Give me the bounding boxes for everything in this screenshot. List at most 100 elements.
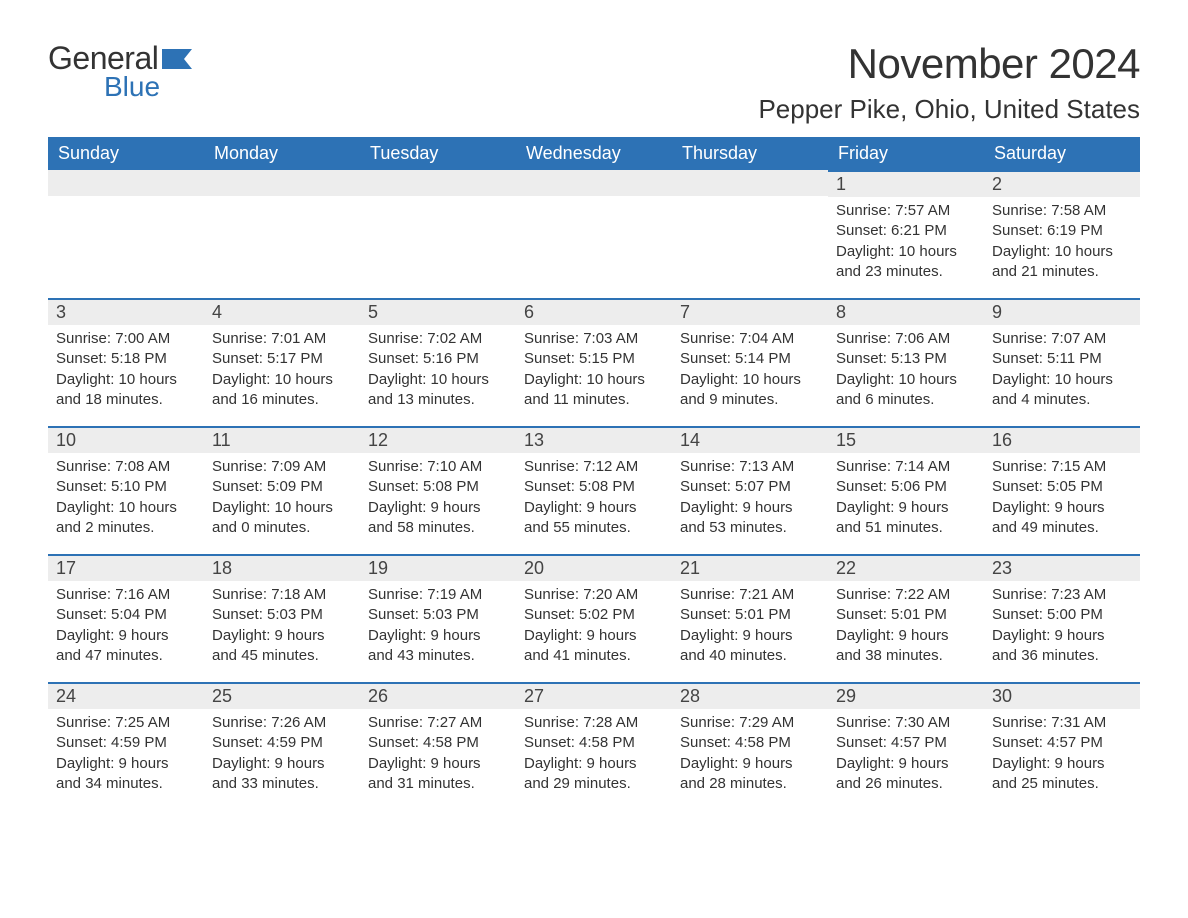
sunset-text: Sunset: 5:05 PM [992,477,1132,497]
weekday-header: Sunday [48,137,204,170]
sunrise-text: Sunrise: 7:58 AM [992,201,1132,221]
sunrise-text: Sunrise: 7:19 AM [368,585,508,605]
day-details: Sunrise: 7:01 AMSunset: 5:17 PMDaylight:… [204,325,360,418]
calendar-day-cell: 5Sunrise: 7:02 AMSunset: 5:16 PMDaylight… [360,298,516,426]
daylight-text: and 33 minutes. [212,774,352,794]
sunset-text: Sunset: 5:01 PM [680,605,820,625]
sunset-text: Sunset: 4:58 PM [680,733,820,753]
sunset-text: Sunset: 5:16 PM [368,349,508,369]
sunset-text: Sunset: 5:04 PM [56,605,196,625]
calendar-day-cell: 20Sunrise: 7:20 AMSunset: 5:02 PMDayligh… [516,554,672,682]
day-details: Sunrise: 7:30 AMSunset: 4:57 PMDaylight:… [828,709,984,802]
daylight-text: Daylight: 9 hours [524,754,664,774]
daylight-text: and 51 minutes. [836,518,976,538]
day-details: Sunrise: 7:19 AMSunset: 5:03 PMDaylight:… [360,581,516,674]
sunset-text: Sunset: 5:02 PM [524,605,664,625]
sunrise-text: Sunrise: 7:25 AM [56,713,196,733]
sunset-text: Sunset: 5:03 PM [212,605,352,625]
day-number: 28 [672,682,828,709]
empty-day-bar [672,170,828,196]
sunrise-text: Sunrise: 7:26 AM [212,713,352,733]
day-details: Sunrise: 7:29 AMSunset: 4:58 PMDaylight:… [672,709,828,802]
daylight-text: Daylight: 9 hours [368,754,508,774]
day-number: 27 [516,682,672,709]
day-number: 29 [828,682,984,709]
day-details: Sunrise: 7:23 AMSunset: 5:00 PMDaylight:… [984,581,1140,674]
sunset-text: Sunset: 5:06 PM [836,477,976,497]
daylight-text: and 9 minutes. [680,390,820,410]
calendar-day-cell: 13 Sunrise: 7:12 AMSunset: 5:08 PMDayligh… [516,426,672,554]
calendar-day-cell: 7Sunrise: 7:04 AMSunset: 5:14 PMDaylight… [672,298,828,426]
calendar-day-cell: 9Sunrise: 7:07 AMSunset: 5:11 PMDaylight… [984,298,1140,426]
sunset-text: Sunset: 5:15 PM [524,349,664,369]
daylight-text: and 16 minutes. [212,390,352,410]
sunrise-text: Sunrise: 7:28 AM [524,713,664,733]
sunrise-text: Sunrise: 7:16 AM [56,585,196,605]
sunrise-text: Sunrise: 7:23 AM [992,585,1132,605]
day-number: 5 [360,298,516,325]
calendar-day-cell: 27Sunrise: 7:28 AMSunset: 4:58 PMDayligh… [516,682,672,810]
calendar-day-cell: 6Sunrise: 7:03 AMSunset: 5:15 PMDaylight… [516,298,672,426]
day-number: 1 [828,170,984,197]
daylight-text: and 38 minutes. [836,646,976,666]
daylight-text: Daylight: 10 hours [836,242,976,262]
brand-logo: General Blue [48,40,192,103]
day-number: 25 [204,682,360,709]
day-details: Sunrise: 7:02 AMSunset: 5:16 PMDaylight:… [360,325,516,418]
day-number: 26 [360,682,516,709]
day-details: Sunrise: 7:16 AMSunset: 5:04 PMDaylight:… [48,581,204,674]
daylight-text: and 2 minutes. [56,518,196,538]
day-details: Sunrise: 7:09 AMSunset: 5:09 PMDaylight:… [204,453,360,546]
day-number: 9 [984,298,1140,325]
day-details: Sunrise: 7:10 AMSunset: 5:08 PMDaylight:… [360,453,516,546]
day-details: Sunrise: 7:00 AMSunset: 5:18 PMDaylight:… [48,325,204,418]
weekday-header-row: Sunday Monday Tuesday Wednesday Thursday… [48,137,1140,170]
sunrise-text: Sunrise: 7:29 AM [680,713,820,733]
daylight-text: Daylight: 9 hours [992,626,1132,646]
calendar-day-cell [360,170,516,298]
calendar-day-cell: 22Sunrise: 7:22 AMSunset: 5:01 PMDayligh… [828,554,984,682]
empty-day-bar [360,170,516,196]
sunrise-text: Sunrise: 7:03 AM [524,329,664,349]
sunset-text: Sunset: 4:57 PM [836,733,976,753]
sunset-text: Sunset: 6:19 PM [992,221,1132,241]
sunrise-text: Sunrise: 7:57 AM [836,201,976,221]
daylight-text: and 28 minutes. [680,774,820,794]
day-number: 13 [516,426,672,453]
sunset-text: Sunset: 5:09 PM [212,477,352,497]
day-details: Sunrise: 7:21 AMSunset: 5:01 PMDaylight:… [672,581,828,674]
day-details: Sunrise: 7:20 AMSunset: 5:02 PMDaylight:… [516,581,672,674]
daylight-text: Daylight: 10 hours [992,242,1132,262]
weekday-header: Tuesday [360,137,516,170]
daylight-text: Daylight: 9 hours [992,498,1132,518]
sunset-text: Sunset: 5:10 PM [56,477,196,497]
empty-day-bar [516,170,672,196]
day-details: Sunrise: 7:27 AMSunset: 4:58 PMDaylight:… [360,709,516,802]
sunset-text: Sunset: 5:08 PM [524,477,664,497]
sunrise-text: Sunrise: 7:13 AM [680,457,820,477]
sunset-text: Sunset: 5:11 PM [992,349,1132,369]
day-number: 22 [828,554,984,581]
location-text: Pepper Pike, Ohio, United States [758,94,1140,125]
day-details: Sunrise: 7:07 AMSunset: 5:11 PMDaylight:… [984,325,1140,418]
day-number: 12 [360,426,516,453]
sunrise-text: Sunrise: 7:10 AM [368,457,508,477]
daylight-text: and 36 minutes. [992,646,1132,666]
daylight-text: and 0 minutes. [212,518,352,538]
daylight-text: Daylight: 9 hours [56,626,196,646]
day-number: 6 [516,298,672,325]
calendar-day-cell [672,170,828,298]
sunrise-text: Sunrise: 7:15 AM [992,457,1132,477]
day-details: Sunrise: 7:03 AMSunset: 5:15 PMDaylight:… [516,325,672,418]
day-number: 3 [48,298,204,325]
daylight-text: Daylight: 9 hours [212,626,352,646]
calendar-day-cell: 26Sunrise: 7:27 AMSunset: 4:58 PMDayligh… [360,682,516,810]
sunset-text: Sunset: 4:57 PM [992,733,1132,753]
daylight-text: Daylight: 10 hours [992,370,1132,390]
sunrise-text: Sunrise: 7:18 AM [212,585,352,605]
sunrise-text: Sunrise: 7:12 AM [524,457,664,477]
daylight-text: Daylight: 9 hours [524,498,664,518]
daylight-text: and 31 minutes. [368,774,508,794]
calendar-week-row: 1Sunrise: 7:57 AMSunset: 6:21 PMDaylight… [48,170,1140,298]
empty-day-bar [204,170,360,196]
